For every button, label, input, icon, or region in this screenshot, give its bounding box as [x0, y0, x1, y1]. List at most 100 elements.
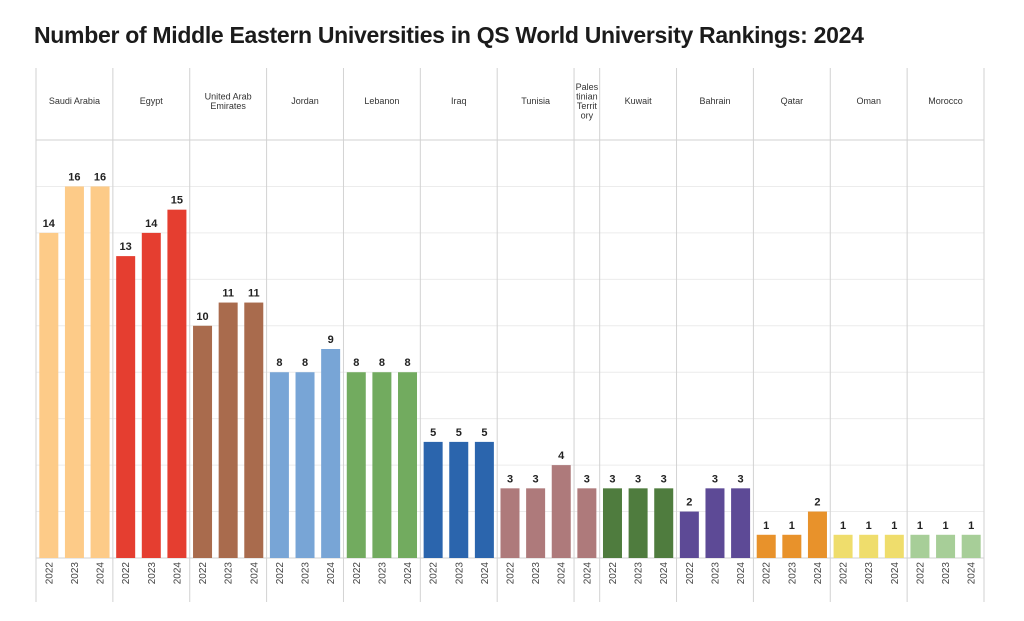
category-label-lebanon: Lebanon [364, 96, 399, 106]
year-tick-label: 2022 [506, 562, 517, 585]
category-label-united-arab-emirates: United Arab Emirates [205, 91, 252, 111]
category-label-line: Morocco [928, 96, 963, 106]
category-label-line: Tunisia [521, 96, 550, 106]
year-tick-label: 2022 [685, 562, 696, 585]
year-tick-label: 2024 [557, 562, 568, 585]
category-label-line: Qatar [781, 96, 804, 106]
value-label: 8 [302, 357, 308, 369]
bar-saudi-arabia-2023 [64, 186, 84, 558]
year-tick-label: 2022 [121, 562, 132, 585]
year-tick-label: 2023 [710, 562, 721, 585]
bar-qatar-2023 [782, 534, 802, 558]
year-tick-label: 2024 [736, 562, 747, 585]
category-label-oman: Oman [856, 96, 881, 106]
value-label: 4 [558, 450, 565, 462]
category-label-tunisia: Tunisia [521, 96, 550, 106]
value-label: 1 [866, 520, 872, 532]
bar-palestinian-territory-2024 [577, 488, 597, 558]
year-tick-label: 2024 [403, 562, 414, 585]
value-label: 1 [763, 520, 769, 532]
bar-oman-2022 [833, 534, 853, 558]
bar-oman-2023 [859, 534, 879, 558]
year-tick-label: 2024 [96, 562, 107, 585]
year-tick-label: 2023 [224, 562, 235, 585]
category-label-iraq: Iraq [451, 96, 467, 106]
year-tick-label: 2022 [275, 562, 286, 585]
year-tick-label: 2022 [915, 562, 926, 585]
bar-tunisia-2024 [551, 465, 571, 558]
value-label: 15 [171, 195, 183, 207]
value-label: 1 [840, 520, 846, 532]
value-label: 16 [68, 171, 80, 183]
category-label-line: Lebanon [364, 96, 399, 106]
year-tick-label: 2023 [147, 562, 158, 585]
value-label: 10 [196, 311, 208, 323]
category-label-line: Iraq [451, 96, 467, 106]
year-tick-label: 2024 [480, 562, 491, 585]
category-label-line: tinian [576, 91, 598, 101]
value-label: 1 [943, 520, 949, 532]
bar-egypt-2024 [167, 209, 187, 558]
year-tick-label: 2024 [582, 562, 593, 585]
bar-jordan-2022 [269, 372, 289, 558]
value-label: 14 [43, 218, 56, 230]
category-label-line: United Arab [205, 91, 252, 101]
value-label: 3 [712, 473, 718, 485]
bar-morocco-2023 [936, 534, 956, 558]
year-tick-label: 2022 [429, 562, 440, 585]
bar-kuwait-2023 [628, 488, 648, 558]
bar-bahrain-2022 [679, 511, 699, 558]
value-label: 5 [430, 427, 436, 439]
value-label: 1 [891, 520, 897, 532]
bar-united-arab-emirates-2023 [218, 302, 238, 558]
value-label: 1 [789, 520, 795, 532]
bar-lebanon-2023 [372, 372, 392, 558]
year-tick-label: 2023 [70, 562, 81, 585]
divider-layer [35, 68, 985, 602]
year-tick-label: 2023 [787, 562, 798, 585]
bar-tunisia-2023 [526, 488, 546, 558]
year-tick-label: 2023 [301, 562, 312, 585]
year-tick-label: 2024 [172, 562, 183, 585]
category-label-line: Territ [577, 101, 597, 111]
year-tick-label: 2023 [864, 562, 875, 585]
bar-kuwait-2024 [654, 488, 674, 558]
bar-united-arab-emirates-2024 [244, 302, 264, 558]
category-label-line: Egypt [140, 96, 164, 106]
value-label: 3 [738, 473, 744, 485]
value-label: 5 [456, 427, 462, 439]
bar-egypt-2022 [116, 256, 136, 558]
bar-lebanon-2024 [398, 372, 418, 558]
bar-oman-2024 [884, 534, 904, 558]
bar-bahrain-2024 [731, 488, 751, 558]
value-label: 9 [328, 334, 334, 346]
year-tick-label: 2024 [967, 562, 978, 585]
bar-jordan-2023 [295, 372, 315, 558]
category-label-line: Kuwait [625, 96, 653, 106]
bar-iraq-2022 [423, 441, 443, 558]
value-label: 3 [507, 473, 513, 485]
category-label-saudi-arabia: Saudi Arabia [49, 96, 100, 106]
year-tick-label: 2022 [608, 562, 619, 585]
value-label: 16 [94, 171, 106, 183]
bar-jordan-2024 [321, 349, 341, 558]
value-label: 1 [917, 520, 923, 532]
value-label: 8 [276, 357, 282, 369]
bar-bahrain-2023 [705, 488, 725, 558]
value-label: 8 [379, 357, 385, 369]
year-tick-label: 2022 [44, 562, 55, 585]
bar-iraq-2024 [474, 441, 494, 558]
category-label-palestinian-territory: Pales tinian Territ ory [576, 82, 599, 121]
bar-lebanon-2022 [346, 372, 366, 558]
category-label-line: Jordan [291, 96, 319, 106]
value-label: 2 [814, 497, 820, 509]
value-label: 11 [248, 288, 260, 300]
year-tick-label: 2022 [352, 562, 363, 585]
bar-saudi-arabia-2022 [39, 232, 59, 558]
value-label: 11 [222, 288, 234, 300]
year-tick-label: 2023 [531, 562, 542, 585]
value-label: 5 [481, 427, 487, 439]
bar-iraq-2023 [449, 441, 469, 558]
value-label: 13 [120, 241, 132, 253]
